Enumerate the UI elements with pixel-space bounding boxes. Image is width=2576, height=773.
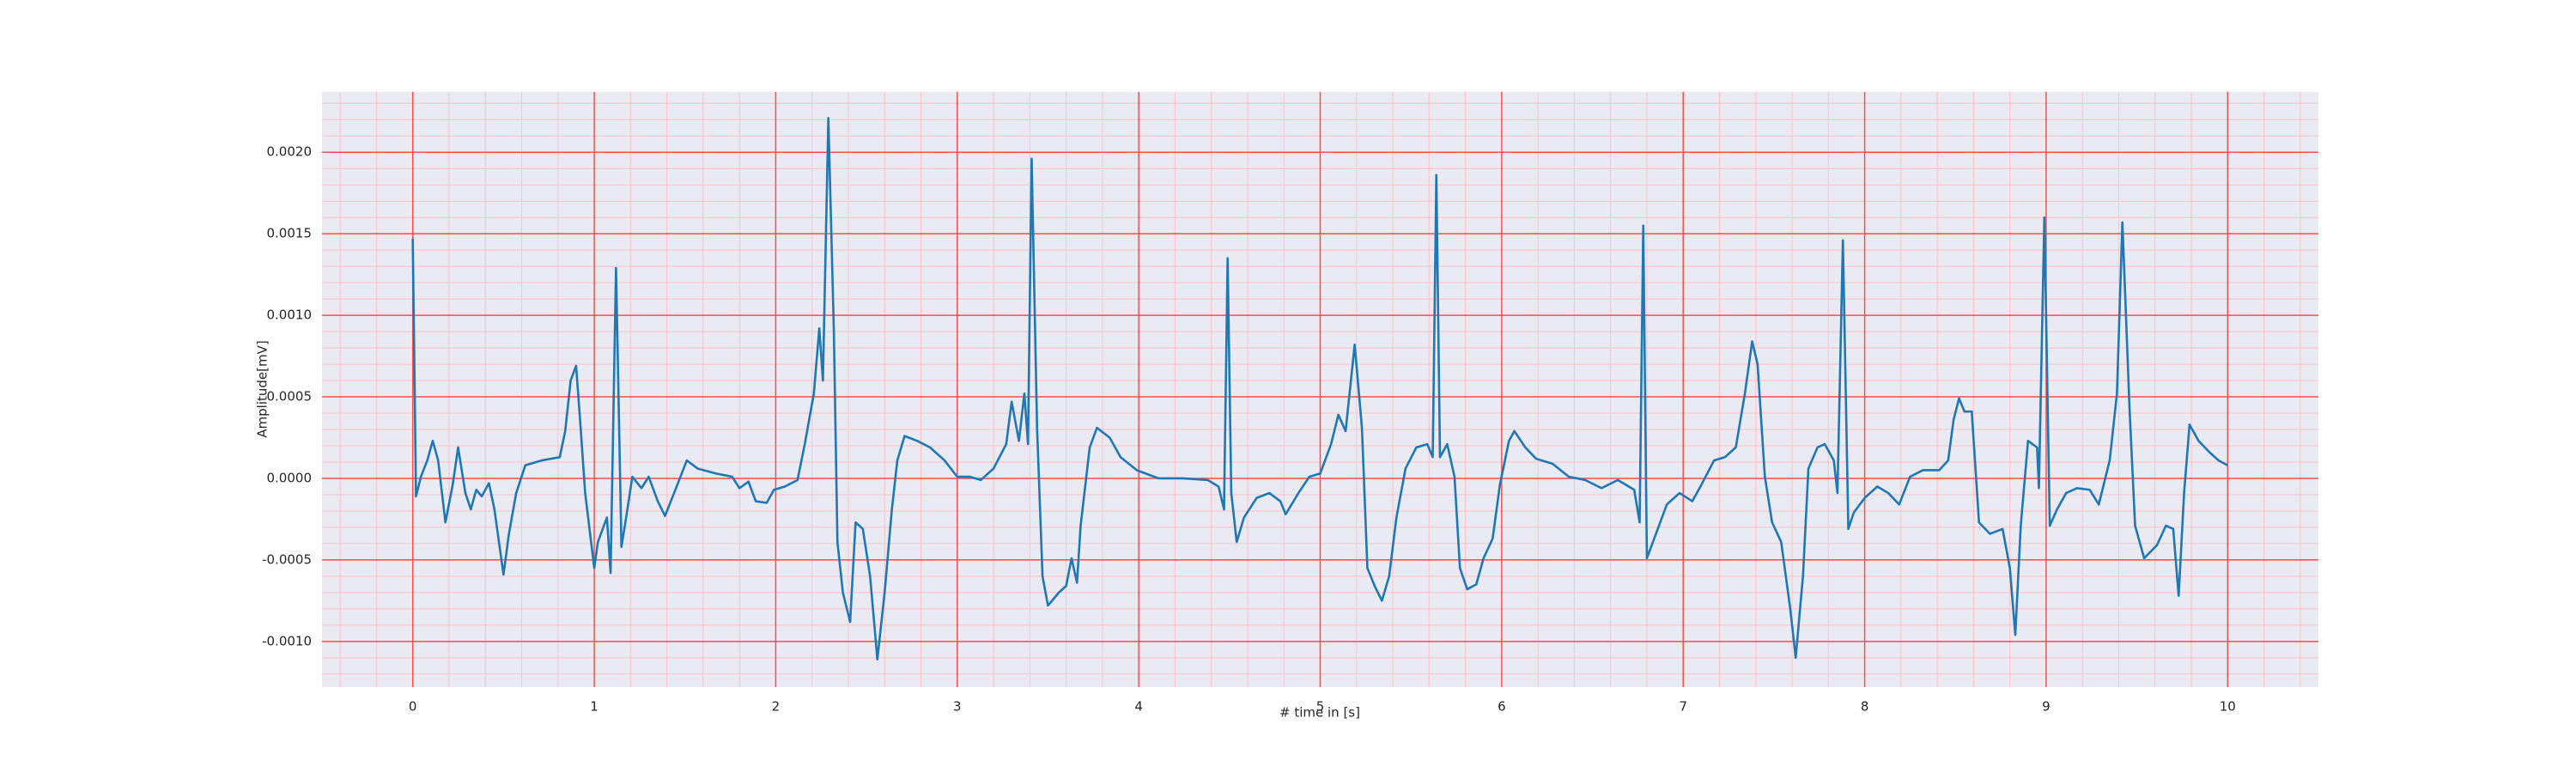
y-tick-label: 0.0020 — [267, 144, 313, 160]
x-tick-label: 7 — [1679, 699, 1687, 715]
ecg-line — [411, 117, 2228, 661]
y-tick-label: 0.0010 — [267, 307, 313, 323]
x-tick-label: 4 — [1134, 699, 1143, 715]
y-axis-label: Amplitude[mV] — [255, 340, 270, 437]
x-tick-label: 6 — [1498, 699, 1506, 715]
x-tick-label: 1 — [590, 699, 598, 715]
y-tick-label: 0.0005 — [267, 389, 313, 405]
x-tick-label: 0 — [409, 699, 417, 715]
x-tick-label: 5 — [1316, 699, 1325, 715]
x-tick-label: 10 — [2220, 699, 2236, 715]
x-axis-label: # time in [s] — [1279, 705, 1360, 721]
y-tick-label: -0.0010 — [262, 633, 312, 648]
y-tick-label: -0.0005 — [262, 551, 312, 567]
y-tick-label: 0.0000 — [267, 470, 313, 485]
x-tick-label: 9 — [2042, 699, 2050, 715]
y-tick-label: 0.0015 — [267, 226, 313, 241]
x-tick-label: 8 — [1861, 699, 1869, 715]
x-tick-label: 2 — [772, 699, 781, 715]
x-tick-label: 3 — [953, 699, 962, 715]
